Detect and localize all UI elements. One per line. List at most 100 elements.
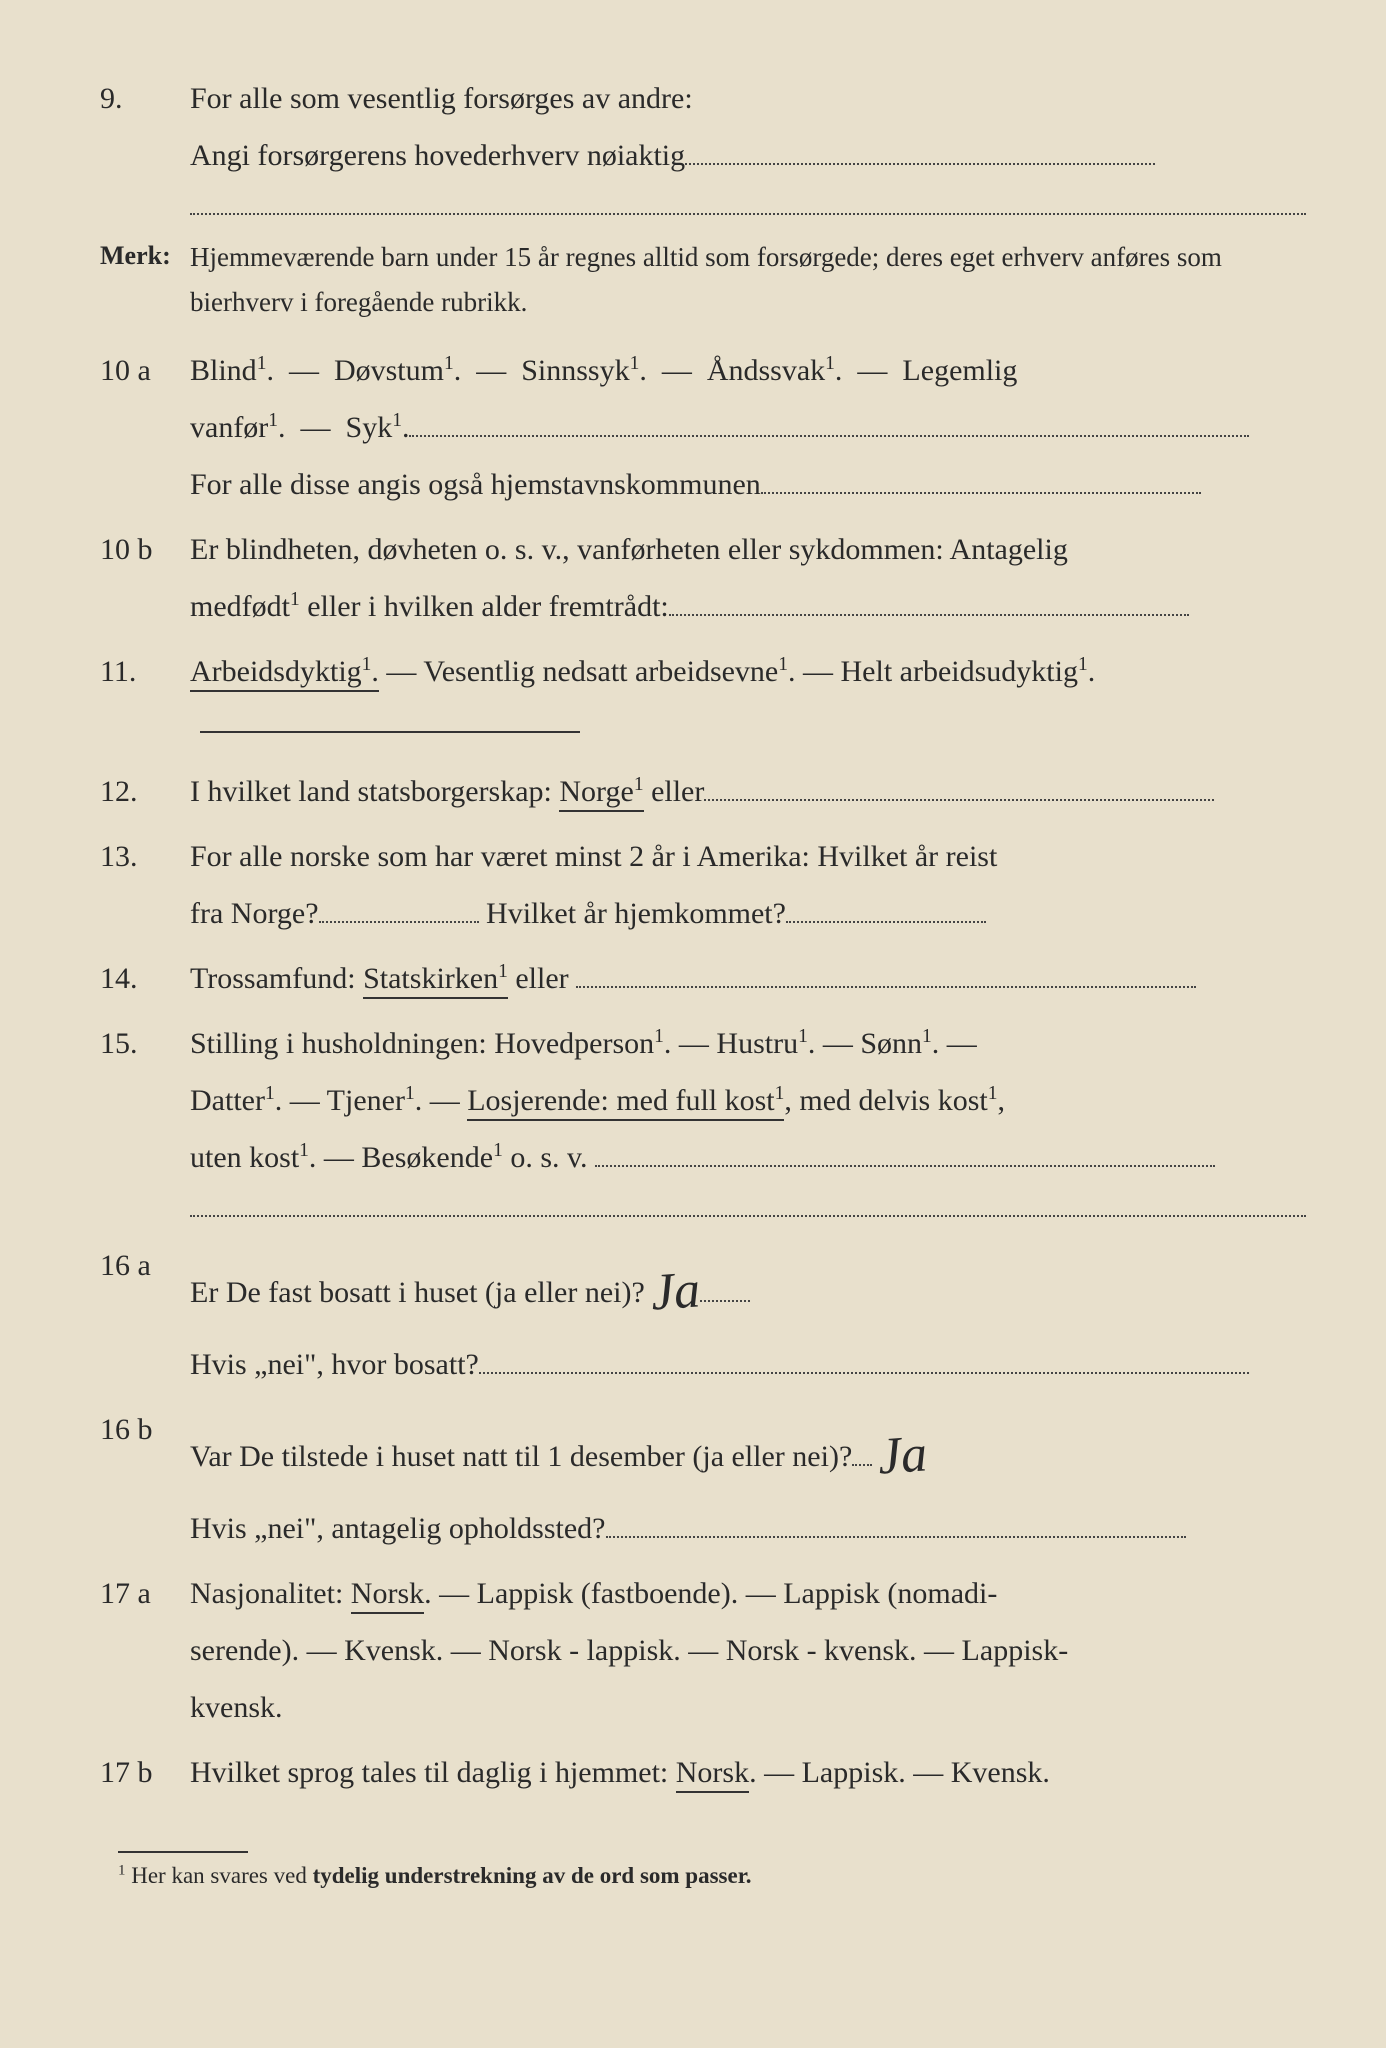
footnote-bold: tydelig understrekning av de ord som pas… — [313, 1863, 752, 1888]
q15-content: Stilling i husholdningen: Hovedperson1. … — [190, 1015, 1306, 1229]
q13-number: 13. — [100, 828, 190, 885]
q9-line2: Angi forsørgerens hovederhverv nøiaktig — [190, 139, 685, 172]
opt-andssvak[interactable]: Åndssvak — [707, 354, 825, 387]
opt-vanfor[interactable]: vanfør — [190, 411, 268, 444]
footnote-pre: Her kan svares ved — [125, 1863, 312, 1888]
q10b-line2post: eller i hvilken alder fremtrådt: — [300, 590, 669, 623]
q9-number: 9. — [100, 70, 190, 127]
question-14: 14. Trossamfund: Statskirken1 eller — [100, 950, 1306, 1007]
opt-blind[interactable]: Blind — [190, 354, 257, 387]
fill-year-home[interactable] — [786, 921, 986, 923]
opt-dovstum[interactable]: Døvstum — [334, 354, 444, 387]
fill-line[interactable] — [761, 492, 1201, 494]
opt-hovedperson[interactable]: Stilling i husholdningen: Hovedperson — [190, 1027, 654, 1060]
fill-line[interactable] — [606, 1536, 1186, 1538]
opt-hustru[interactable]: . — Hustru — [664, 1027, 798, 1060]
q14-pre: Trossamfund: — [190, 962, 363, 995]
sep: . — — [415, 1084, 468, 1117]
question-11: 11. Arbeidsdyktig1. — Vesentlig nedsatt … — [100, 643, 1306, 700]
q10b-number: 10 b — [100, 521, 190, 578]
question-15: 15. Stilling i husholdningen: Hovedperso… — [100, 1015, 1306, 1229]
merk-label: Merk: — [100, 235, 190, 277]
q17b-content: Hvilket sprog tales til daglig i hjemmet… — [190, 1744, 1306, 1801]
opt-norsk[interactable]: Norsk — [351, 1577, 424, 1614]
q14-content: Trossamfund: Statskirken1 eller — [190, 950, 1306, 1007]
fill-line[interactable] — [685, 163, 1155, 165]
opt-besokende[interactable]: . — Besøkende — [309, 1141, 493, 1174]
opt-tjener[interactable]: . — Tjener — [275, 1084, 405, 1117]
fill-year-left[interactable] — [319, 921, 479, 923]
opt-nedsatt[interactable]: — Vesentlig nedsatt arbeidsevne — [379, 655, 778, 688]
q12-post: eller — [644, 775, 705, 808]
q17a-number: 17 a — [100, 1565, 190, 1622]
opt-syk[interactable]: Syk — [346, 411, 393, 444]
fill-line[interactable] — [704, 799, 1214, 801]
q16a-line1: Er De fast bosatt i huset (ja eller nei)… — [190, 1276, 645, 1309]
q11-number: 11. — [100, 643, 190, 700]
fill-line[interactable] — [479, 1372, 1249, 1374]
q10b-medfodt[interactable]: medfødt — [190, 590, 290, 623]
q13-content: For alle norske som har været minst 2 år… — [190, 828, 1306, 942]
question-10b: 10 b Er blindheten, døvheten o. s. v., v… — [100, 521, 1306, 635]
q10a-line3: For alle disse angis også hjemstavnskomm… — [190, 468, 761, 501]
q17a-rest2[interactable]: serende). — Kvensk. — Norsk - lappisk. —… — [190, 1634, 1068, 1667]
q13-fra: fra Norge? — [190, 897, 319, 930]
opt-norsk-sprog[interactable]: Norsk — [676, 1756, 749, 1793]
q16b-number: 16 b — [100, 1401, 190, 1458]
q10a-content: Blind1. — Døvstum1. — Sinnssyk1. — Åndss… — [190, 342, 1306, 513]
fill-line-full[interactable] — [190, 1214, 1306, 1217]
opt-sinnssyk[interactable]: Sinnssyk — [521, 354, 629, 387]
q17a-rest3[interactable]: kvensk. — [190, 1691, 283, 1724]
opt-delviskost[interactable]: , med delvis kost — [784, 1084, 987, 1117]
fill-line[interactable] — [595, 1165, 1215, 1167]
q17a-rest1[interactable]: . — Lappisk (fastboende). — Lappisk (nom… — [424, 1577, 997, 1610]
q17b-rest[interactable]: . — Lappisk. — Kvensk. — [749, 1756, 1050, 1789]
footnote: 1 Her kan svares ved tydelig understrekn… — [118, 1863, 1306, 1889]
fill-line[interactable] — [669, 614, 1189, 616]
opt-sonn[interactable]: . — Sønn — [808, 1027, 922, 1060]
merk-note: Merk: Hjemmeværende barn under 15 år reg… — [100, 235, 1306, 324]
q17b-pre: Hvilket sprog tales til daglig i hjemmet… — [190, 1756, 676, 1789]
q15-end: o. s. v. — [503, 1141, 595, 1174]
q12-number: 12. — [100, 763, 190, 820]
question-17b: 17 b Hvilket sprog tales til daglig i hj… — [100, 1744, 1306, 1801]
q14-number: 14. — [100, 950, 190, 1007]
census-form-page: 9. For alle som vesentlig forsørges av a… — [0, 0, 1386, 2048]
q16b-line1: Var De tilstede i huset natt til 1 desem… — [190, 1440, 852, 1473]
question-16b: 16 b Var De tilstede i huset natt til 1 … — [100, 1401, 1306, 1557]
opt-legemlig[interactable]: Legemlig — [902, 354, 1017, 387]
q12-pre: I hvilket land statsborgerskap: — [190, 775, 559, 808]
question-17a: 17 a Nasjonalitet: Norsk. — Lappisk (fas… — [100, 1565, 1306, 1736]
opt-arbeidsdyktig[interactable]: Arbeidsdyktig1. — [190, 655, 379, 692]
q10a-number: 10 a — [100, 342, 190, 399]
q11-content: Arbeidsdyktig1. — Vesentlig nedsatt arbe… — [190, 643, 1306, 700]
opt-statskirken[interactable]: Statskirken1 — [363, 962, 508, 999]
fill-line-full[interactable] — [190, 212, 1306, 215]
opt-losjerende-fullkost[interactable]: Losjerende: med full kost1 — [467, 1084, 784, 1121]
fill-dots[interactable] — [852, 1464, 872, 1466]
opt-datter[interactable]: Datter — [190, 1084, 265, 1117]
q13-line1: For alle norske som har været minst 2 år… — [190, 840, 997, 873]
q10b-content: Er blindheten, døvheten o. s. v., vanfør… — [190, 521, 1306, 635]
q16a-number: 16 a — [100, 1237, 190, 1294]
fill-line[interactable] — [576, 986, 1196, 988]
question-16a: 16 a Er De fast bosatt i huset (ja eller… — [100, 1237, 1306, 1393]
footnote-rule — [118, 1851, 248, 1853]
merk-text: Hjemmeværende barn under 15 år regnes al… — [190, 235, 1306, 324]
opt-norge[interactable]: Norge1 — [559, 775, 643, 812]
q15-number: 15. — [100, 1015, 190, 1072]
q9-content: For alle som vesentlig forsørges av andr… — [190, 70, 1306, 227]
question-9: 9. For alle som vesentlig forsørges av a… — [100, 70, 1306, 227]
q10b-line1: Er blindheten, døvheten o. s. v., vanfør… — [190, 533, 1068, 566]
section-divider — [200, 730, 580, 733]
fill-line[interactable] — [409, 435, 1249, 437]
opt-utenkost[interactable]: uten kost — [190, 1141, 299, 1174]
opt-udyktig[interactable]: . — Helt arbeidsudyktig — [788, 655, 1078, 688]
question-10a: 10 a Blind1. — Døvstum1. — Sinnssyk1. — … — [100, 342, 1306, 513]
q16a-line2: Hvis „nei", hvor bosatt? — [190, 1348, 479, 1381]
q16a-content: Er De fast bosatt i huset (ja eller nei)… — [190, 1237, 1306, 1393]
fill-ja[interactable] — [700, 1300, 750, 1302]
q17a-content: Nasjonalitet: Norsk. — Lappisk (fastboen… — [190, 1565, 1306, 1736]
q9-line1: For alle som vesentlig forsørges av andr… — [190, 82, 693, 115]
handwritten-ja: Ja — [647, 1242, 703, 1344]
